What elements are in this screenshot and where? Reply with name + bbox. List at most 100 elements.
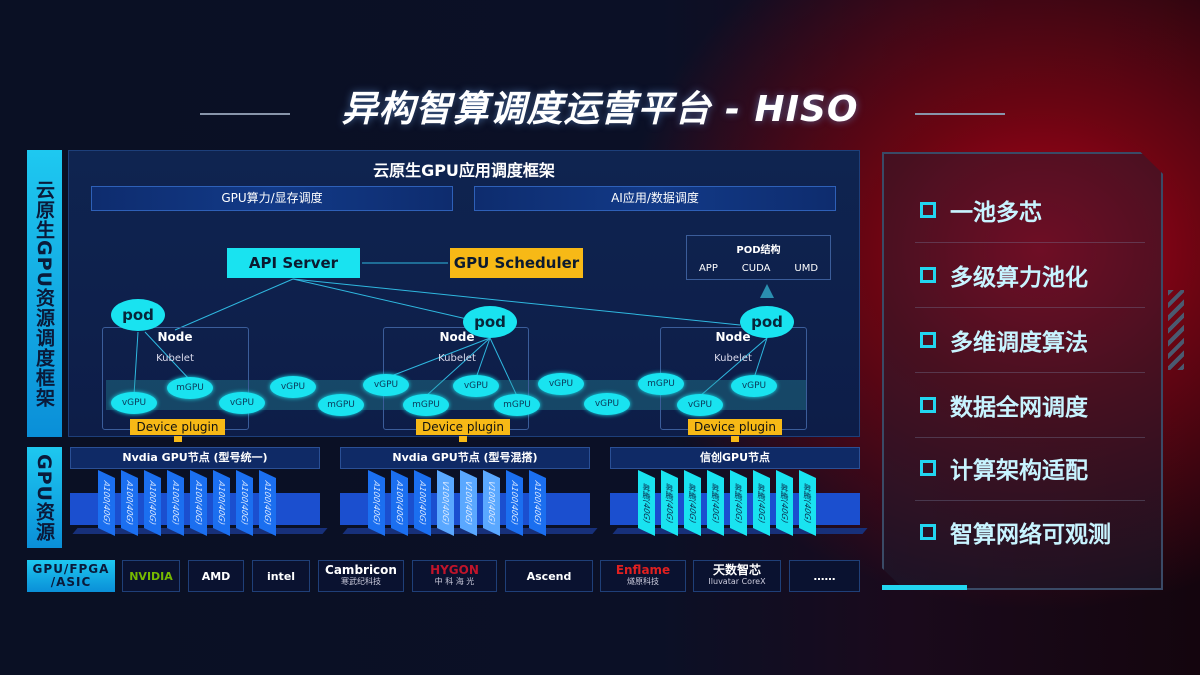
virtual-gpu-ellipse: vGPU [677, 394, 723, 416]
gpu-card: A100(40G) [144, 470, 161, 536]
gpu-card: A100(40G) [236, 470, 253, 536]
pod: pod [111, 299, 165, 331]
feature-label: 计算架构适配 [950, 458, 1088, 484]
vendor-logo-2: AMD [188, 560, 244, 592]
feature-item: 计算架构适配 [920, 453, 1150, 484]
virtual-gpu-ellipse: mGPU [638, 373, 684, 395]
gpu-card: 昇腾(40G) [661, 470, 678, 536]
vendor-subtitle: 中 科 海 光 [434, 577, 475, 586]
virtual-gpu-ellipse: vGPU [584, 393, 630, 415]
vendor-logo-5: HYGON 中 科 海 光 [412, 560, 497, 592]
device-plugin: Device plugin [130, 419, 225, 435]
gpu-card: A100(40G) [167, 470, 184, 536]
features-panel [882, 152, 1163, 590]
feature-label: 智算网络可观测 [950, 522, 1111, 548]
pod-structure-title: POD结构 [736, 245, 781, 256]
arrow-down-icon [174, 436, 182, 442]
title-decor-left [200, 113, 290, 115]
pod-structure-item: APP [698, 263, 718, 274]
page-title: 异构智算调度运营平台 - HISO [341, 89, 859, 130]
gpu-card: 昇腾(40G) [684, 470, 701, 536]
gpu-card: V100(40G) [460, 470, 477, 536]
framework-side-label: 云原生GPU资源调度框架 [27, 150, 62, 437]
checkbox-square-icon [920, 524, 936, 540]
feature-separator [915, 307, 1145, 308]
checkbox-square-icon [920, 267, 936, 283]
virtual-gpu-ellipse: vGPU [538, 373, 584, 395]
virtual-gpu-ellipse: mGPU [318, 394, 364, 416]
gpu-card: V100(40G) [437, 470, 454, 536]
virtual-gpu-ellipse: vGPU [270, 376, 316, 398]
node-label: Node [157, 330, 193, 344]
pod-structure-box: POD结构 APP CUDA UMD [686, 235, 831, 280]
kubelet-label: Kubelet [714, 353, 752, 364]
vendor-name: Cambricon [325, 563, 397, 577]
device-plugin: Device plugin [688, 419, 782, 435]
virtual-gpu-ellipse: mGPU [167, 377, 213, 399]
pod-structure-item: UMD [794, 263, 819, 274]
vendor-logo-3: intel [252, 560, 310, 592]
checkbox-square-icon [920, 202, 936, 218]
vendor-name: Enflame [615, 563, 671, 577]
gpu-card: V100(40G) [483, 470, 500, 536]
gpu-card: A100(40G) [414, 470, 431, 536]
gpu-card: A100(40G) [190, 470, 207, 536]
node-label: Node [439, 330, 475, 344]
gpu-card: A100(40G) [259, 470, 276, 536]
panel-decor-stripes [1168, 290, 1184, 370]
gpu-card: 昇腾(40G) [753, 470, 770, 536]
gpu-compute-scheduling-bar: GPU算力/显存调度 [91, 186, 453, 211]
virtual-gpu-ellipse: vGPU [363, 374, 409, 396]
gpu-card: 昇腾(40G) [730, 470, 747, 536]
feature-item: 多级算力池化 [920, 260, 1150, 291]
gpu-card: A100(40G) [213, 470, 230, 536]
title-decor-right [915, 113, 1005, 115]
vendor-logo-1: NVIDIA [122, 560, 180, 592]
gpu-card: A100(40G) [98, 470, 115, 536]
feature-label: 一池多芯 [950, 200, 1042, 226]
feature-item: 智算网络可观测 [920, 517, 1150, 548]
vendor-logo-4: Cambricon 寒武纪科技 [318, 560, 404, 592]
vendor-row-label: GPU/FPGA /ASIC [27, 560, 115, 592]
vendor-name: …… [813, 569, 836, 583]
vendor-logo-8: 天数智芯 Iluvatar CoreX [693, 560, 781, 592]
framework-title: 云原生GPU应用调度框架 [373, 161, 555, 180]
pod: pod [740, 306, 794, 338]
feature-item: 一池多芯 [920, 195, 1150, 226]
gpu-card: 昇腾(40G) [799, 470, 816, 536]
virtual-gpu-ellipse: vGPU [219, 392, 265, 414]
api-server-box: API Server [227, 248, 360, 278]
gpu-node-header: Nvdia GPU节点 (型号混搭) [340, 447, 590, 469]
gpu-card: 昇腾(40G) [776, 470, 793, 536]
gpu-card: A100(40G) [391, 470, 408, 536]
resources-side-label: GPU资源 [27, 447, 62, 548]
gpu-card: A100(40G) [121, 470, 138, 536]
checkbox-square-icon [920, 332, 936, 348]
virtual-gpu-ellipse: vGPU [111, 392, 157, 414]
ai-data-scheduling-bar: AI应用/数据调度 [474, 186, 836, 211]
gpu-card: 昇腾(40G) [707, 470, 724, 536]
arrow-down-icon [731, 436, 739, 442]
gpu-card: A100(40G) [368, 470, 385, 536]
vendor-logo-7: Enflame 燧原科技 [600, 560, 686, 592]
feature-separator [915, 372, 1145, 373]
feature-item: 多维调度算法 [920, 325, 1150, 356]
kubelet-label: Kubelet [156, 353, 194, 364]
virtual-gpu-ellipse: mGPU [403, 394, 449, 416]
vendor-logo-9: …… [789, 560, 860, 592]
device-plugin: Device plugin [416, 419, 510, 435]
gpu-scheduler-box: GPU Scheduler [450, 248, 583, 278]
vendor-name: HYGON [430, 563, 479, 577]
vendor-name: AMD [201, 569, 231, 583]
feature-label: 多维调度算法 [950, 330, 1088, 356]
vendor-name: NVIDIA [129, 569, 173, 583]
kubelet-label: Kubelet [438, 353, 476, 364]
gpu-card: A100(40G) [506, 470, 523, 536]
pod-structure-item: CUDA [741, 263, 771, 274]
vendor-subtitle: 燧原科技 [627, 577, 659, 586]
virtual-gpu-ellipse: vGPU [731, 375, 777, 397]
gpu-card: 昇腾(40G) [638, 470, 655, 536]
arrow-down-icon [459, 436, 467, 442]
virtual-gpu-ellipse: vGPU [453, 375, 499, 397]
